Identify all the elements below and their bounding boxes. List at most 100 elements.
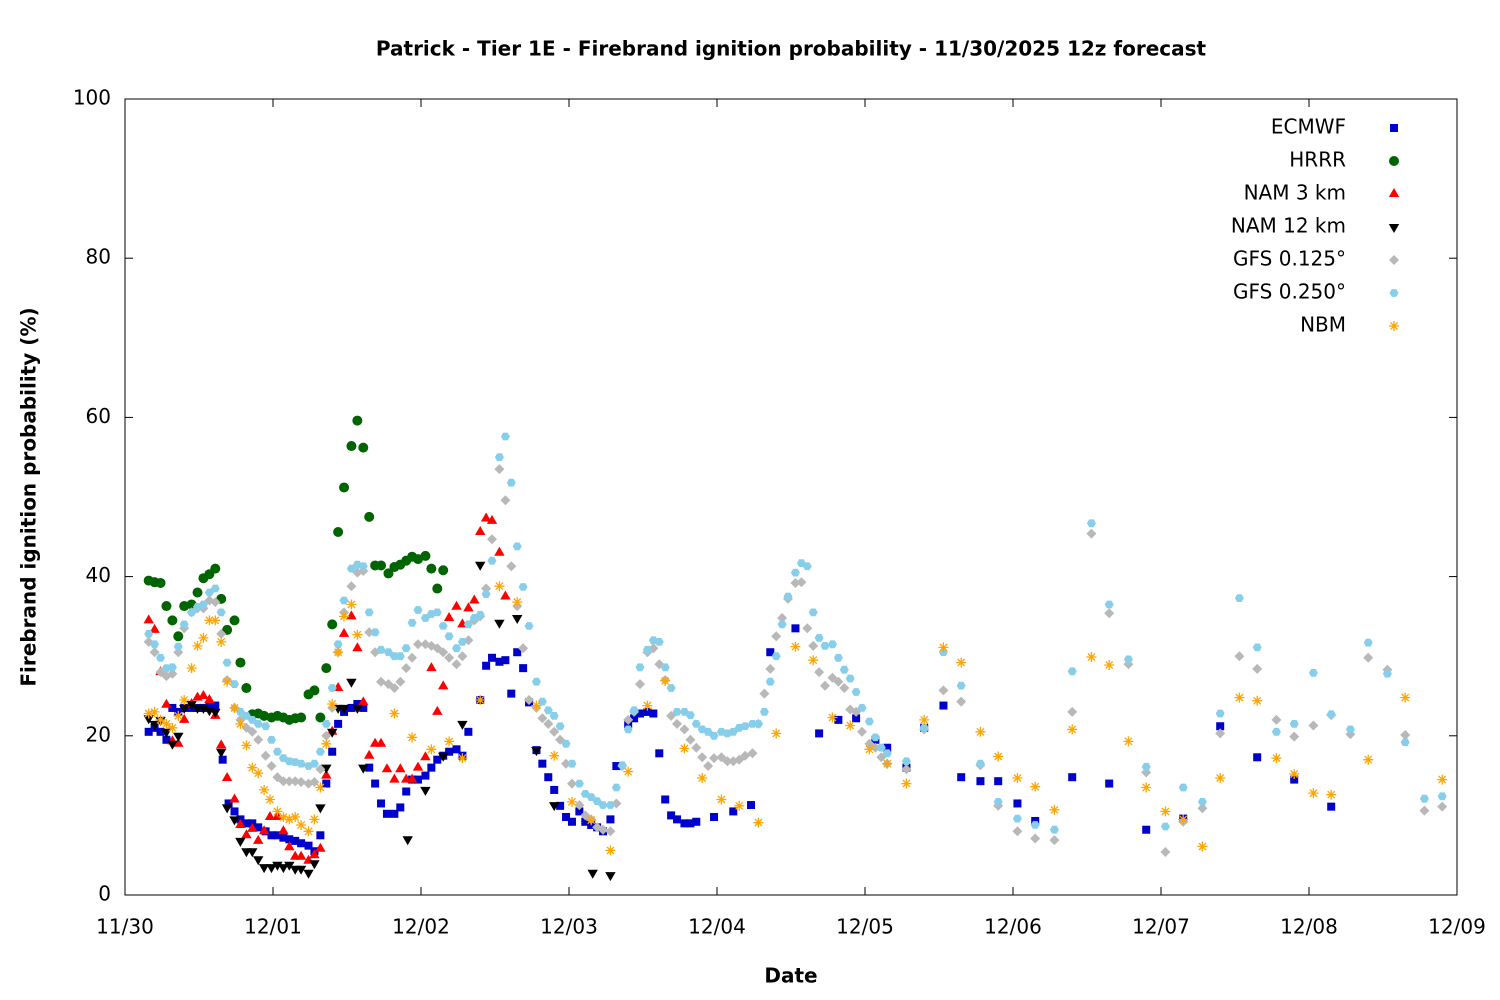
marker bbox=[279, 833, 288, 842]
marker bbox=[567, 759, 577, 768]
marker bbox=[156, 653, 165, 662]
marker bbox=[457, 638, 467, 646]
x-tick-label: 12/01 bbox=[244, 915, 302, 939]
marker bbox=[993, 798, 1003, 806]
marker bbox=[167, 663, 177, 672]
marker bbox=[285, 835, 294, 844]
marker bbox=[513, 648, 522, 657]
marker bbox=[623, 725, 633, 734]
marker bbox=[296, 712, 307, 723]
marker bbox=[827, 640, 837, 649]
marker bbox=[1013, 799, 1022, 808]
marker bbox=[229, 793, 240, 803]
marker bbox=[747, 801, 756, 810]
marker bbox=[740, 722, 750, 731]
marker bbox=[1049, 804, 1060, 815]
marker bbox=[512, 615, 523, 624]
marker bbox=[338, 704, 350, 714]
marker bbox=[253, 834, 264, 844]
marker bbox=[605, 801, 615, 809]
marker bbox=[1215, 728, 1226, 739]
marker bbox=[173, 710, 184, 721]
marker bbox=[783, 592, 793, 601]
marker bbox=[655, 749, 664, 758]
marker bbox=[852, 714, 861, 723]
marker bbox=[365, 763, 374, 772]
marker bbox=[845, 720, 856, 731]
marker bbox=[709, 753, 719, 764]
marker bbox=[229, 615, 240, 626]
marker bbox=[295, 850, 307, 860]
marker bbox=[518, 643, 529, 654]
marker bbox=[143, 614, 154, 624]
marker bbox=[475, 610, 485, 619]
marker bbox=[587, 869, 598, 879]
marker bbox=[691, 720, 701, 728]
marker bbox=[346, 610, 357, 620]
marker bbox=[1012, 773, 1023, 783]
marker bbox=[820, 642, 830, 650]
marker bbox=[883, 743, 892, 752]
marker bbox=[143, 708, 154, 719]
marker bbox=[167, 668, 178, 679]
marker bbox=[198, 600, 208, 609]
marker bbox=[364, 608, 374, 617]
marker bbox=[339, 482, 350, 493]
marker bbox=[864, 744, 875, 755]
marker bbox=[210, 563, 221, 574]
marker bbox=[278, 864, 289, 874]
marker bbox=[630, 714, 639, 723]
marker bbox=[1160, 822, 1170, 831]
marker bbox=[519, 664, 528, 673]
marker bbox=[685, 711, 695, 719]
marker bbox=[777, 620, 787, 629]
legend-marker bbox=[1389, 289, 1399, 297]
marker bbox=[297, 839, 306, 848]
x-tick-label: 12/08 bbox=[1280, 915, 1338, 939]
marker bbox=[198, 690, 209, 699]
marker bbox=[395, 763, 406, 773]
marker bbox=[1308, 788, 1319, 799]
marker bbox=[284, 776, 295, 787]
marker bbox=[210, 597, 221, 608]
legend-marker bbox=[1390, 124, 1398, 132]
marker bbox=[500, 432, 510, 441]
marker bbox=[346, 564, 356, 573]
marker bbox=[339, 611, 349, 622]
marker bbox=[802, 623, 813, 634]
marker bbox=[168, 703, 177, 712]
marker bbox=[654, 638, 664, 646]
marker bbox=[469, 594, 480, 604]
marker bbox=[1400, 730, 1411, 740]
marker bbox=[327, 728, 338, 738]
marker bbox=[549, 750, 560, 761]
marker bbox=[556, 801, 565, 810]
marker bbox=[229, 816, 240, 826]
marker bbox=[309, 759, 319, 768]
marker bbox=[333, 647, 344, 658]
marker bbox=[420, 614, 430, 622]
marker bbox=[211, 701, 220, 710]
marker bbox=[186, 663, 197, 674]
marker bbox=[457, 651, 468, 662]
marker bbox=[692, 817, 701, 826]
marker bbox=[221, 804, 233, 814]
marker bbox=[623, 714, 634, 725]
marker bbox=[333, 527, 344, 538]
marker bbox=[500, 590, 511, 600]
marker bbox=[747, 748, 758, 759]
marker bbox=[1049, 835, 1060, 846]
marker bbox=[264, 811, 276, 820]
marker bbox=[438, 647, 449, 658]
marker bbox=[266, 864, 277, 874]
marker bbox=[506, 478, 516, 487]
x-tick-label: 12/06 bbox=[984, 915, 1042, 939]
marker bbox=[358, 442, 369, 453]
marker bbox=[364, 749, 375, 759]
marker bbox=[623, 766, 634, 777]
marker bbox=[315, 712, 326, 723]
marker bbox=[173, 642, 183, 651]
marker bbox=[443, 612, 455, 621]
legend-marker bbox=[1388, 224, 1400, 233]
marker bbox=[260, 750, 271, 761]
